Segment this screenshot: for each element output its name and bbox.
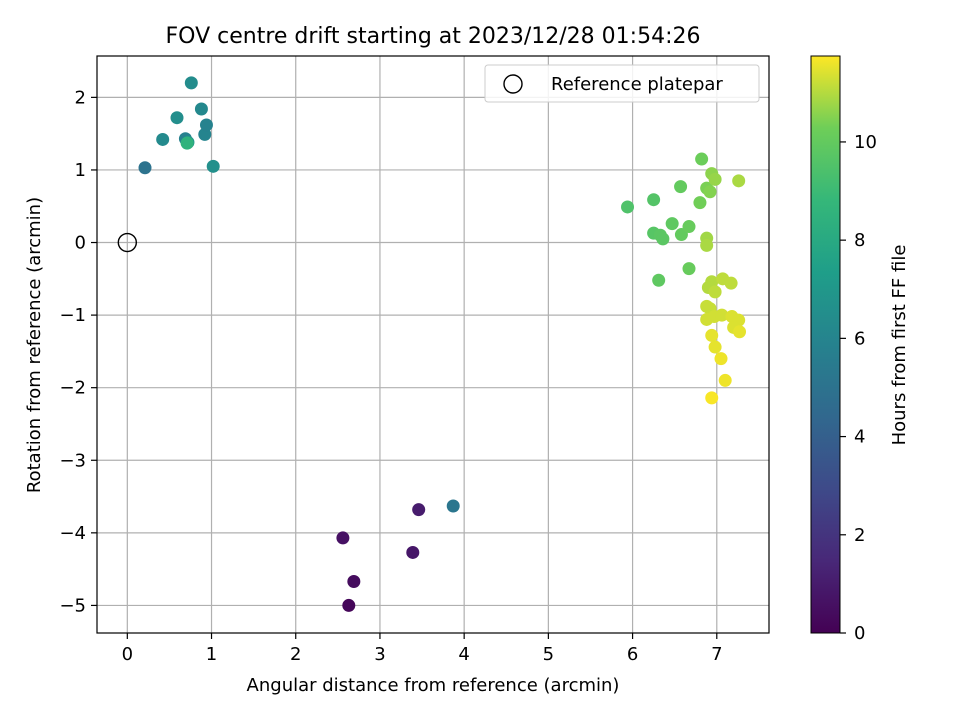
data-point <box>724 276 738 290</box>
data-point <box>708 285 722 299</box>
data-point <box>708 172 722 186</box>
data-point <box>665 217 679 231</box>
x-tick-label: 3 <box>374 644 385 665</box>
y-tick-label: −2 <box>59 378 86 399</box>
data-point <box>718 373 732 387</box>
colorbar-tick-label: 2 <box>854 525 865 546</box>
data-point <box>715 308 729 322</box>
data-point <box>714 352 728 366</box>
data-point <box>708 340 722 354</box>
x-tick-label: 2 <box>290 644 301 665</box>
data-point <box>695 152 709 166</box>
data-point <box>682 220 696 234</box>
data-point <box>693 196 707 210</box>
data-point <box>412 503 426 517</box>
data-point <box>621 200 635 214</box>
x-axis-label: Angular distance from reference (arcmin) <box>247 675 620 696</box>
data-point <box>682 262 696 276</box>
data-point <box>733 325 747 339</box>
data-point <box>700 238 714 252</box>
y-axis-label: Rotation from reference (arcmin) <box>24 197 45 493</box>
data-point <box>180 136 194 150</box>
colorbar-tick-label: 10 <box>854 132 877 153</box>
y-tick-label: −1 <box>59 305 86 326</box>
data-point <box>647 193 661 207</box>
data-point <box>705 328 719 342</box>
x-tick-label: 0 <box>122 644 133 665</box>
data-point <box>674 180 688 194</box>
legend-marker-open-circle <box>503 74 523 94</box>
legend: Reference platepar <box>484 64 760 103</box>
data-point <box>732 174 746 188</box>
colorbar-ticks: 0 2 4 6 8 10 <box>840 132 877 644</box>
chart-title: FOV centre drift starting at 2023/12/28 … <box>166 24 701 49</box>
data-point <box>156 132 170 146</box>
x-tick-label: 1 <box>206 644 217 665</box>
plot-frame <box>96 55 770 634</box>
data-point <box>170 111 184 125</box>
data-point <box>199 118 213 132</box>
colorbar-tick-label: 6 <box>854 328 865 349</box>
x-tick-label: 6 <box>627 644 638 665</box>
grid-layer <box>97 56 769 633</box>
data-point <box>347 574 361 588</box>
data-point <box>656 232 670 246</box>
legend-box <box>484 64 760 103</box>
data-point <box>138 161 152 175</box>
x-tick-label: 5 <box>543 644 554 665</box>
colorbar-tick-label: 0 <box>854 623 865 644</box>
data-point <box>184 76 198 90</box>
data-point <box>705 391 719 405</box>
data-point <box>703 185 717 199</box>
y-tick-label: 2 <box>75 87 86 108</box>
data-point <box>342 598 356 612</box>
legend-label: Reference platepar <box>551 74 723 95</box>
data-point <box>406 545 420 559</box>
ticks-layer: 0 1 2 3 4 5 6 7 −5 −4 −3 −2 −1 0 1 2 <box>59 87 722 665</box>
data-point <box>446 499 460 513</box>
data-point <box>652 273 666 287</box>
points-layer <box>117 76 747 612</box>
data-point <box>194 102 208 116</box>
data-point <box>206 159 220 173</box>
y-tick-label: −5 <box>59 595 86 616</box>
x-tick-label: 4 <box>458 644 469 665</box>
y-tick-label: 0 <box>75 233 86 254</box>
data-point <box>336 531 350 545</box>
y-tick-label: −4 <box>59 523 86 544</box>
y-tick-label: −3 <box>59 450 86 471</box>
x-tick-label: 7 <box>711 644 722 665</box>
colorbar-tick-label: 8 <box>854 230 865 251</box>
colorbar <box>810 55 841 634</box>
colorbar-label: Hours from first FF file <box>889 245 910 446</box>
y-tick-label: 1 <box>75 160 86 181</box>
reference-platepar-marker <box>117 232 138 253</box>
colorbar-tick-label: 4 <box>854 427 865 448</box>
